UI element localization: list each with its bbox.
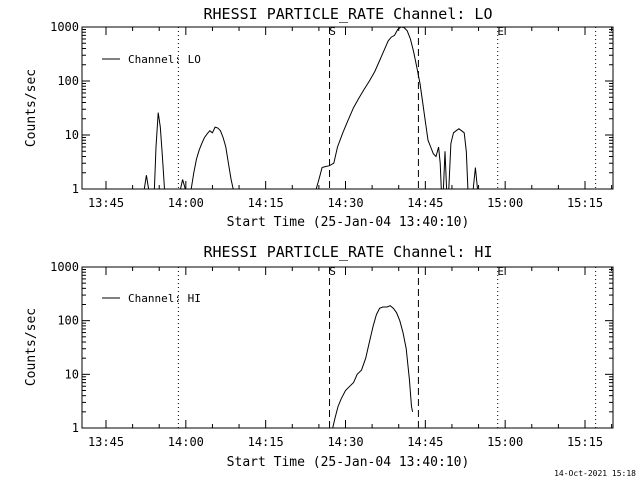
series-line xyxy=(448,128,469,190)
chart-title: RHESSI PARTICLE_RATE Channel: HI xyxy=(204,243,493,261)
x-tick-label: 14:45 xyxy=(407,435,443,449)
series-line xyxy=(143,175,150,190)
marker-label: S xyxy=(329,25,336,38)
legend-label: Channel: HI xyxy=(128,292,201,305)
legend-label: Channel: LO xyxy=(128,53,201,66)
y-tick-label: 10 xyxy=(65,367,79,381)
y-tick-labels: 1 10 100 1000 xyxy=(50,260,79,435)
x-tick-label: 14:00 xyxy=(168,196,204,210)
series-line xyxy=(190,126,234,190)
series-line xyxy=(180,179,186,190)
x-tick-label: 13:45 xyxy=(88,196,124,210)
x-axis-label: Start Time (25-Jan-04 13:40:10) xyxy=(227,455,470,470)
y-tick-label: 1 xyxy=(72,182,79,196)
x-tick-label: 15:15 xyxy=(567,196,603,210)
y-tick-label: 1000 xyxy=(50,20,79,34)
y-axis-label: Counts/sec xyxy=(24,69,39,147)
series-line xyxy=(315,26,442,190)
chart-title: RHESSI PARTICLE_RATE Channel: LO xyxy=(204,5,493,23)
marker-label: S xyxy=(329,265,336,278)
x-tick-label: 14:15 xyxy=(248,435,284,449)
x-tick-label: 13:45 xyxy=(88,435,124,449)
series-line xyxy=(472,167,478,190)
x-tick-label: 15:15 xyxy=(567,435,603,449)
y-tick-labels: 1 10 100 1000 xyxy=(50,20,79,196)
x-tick-label: 14:45 xyxy=(407,196,443,210)
x-tick-label: 15:00 xyxy=(487,435,523,449)
plot-frame xyxy=(81,26,614,190)
x-tick-label: 15:00 xyxy=(487,196,523,210)
y-tick-label: 100 xyxy=(57,74,79,88)
marker-label: E xyxy=(497,265,504,278)
series-line xyxy=(153,112,165,190)
x-tick-label: 14:30 xyxy=(327,435,363,449)
x-tick-labels: 13:45 14:00 14:15 14:30 14:45 15:00 15:15 xyxy=(88,435,603,449)
y-axis-label: Counts/sec xyxy=(24,308,39,386)
series-line xyxy=(332,305,414,429)
series-line xyxy=(442,151,448,190)
y-tick-label: 100 xyxy=(57,314,79,328)
timestamp: 14-Oct-2021 15:18 xyxy=(554,469,636,478)
x-tick-label: 14:15 xyxy=(248,196,284,210)
y-tick-label: 1000 xyxy=(50,260,79,274)
x-tick-labels: 13:45 14:00 14:15 14:30 14:45 15:00 15:15 xyxy=(88,196,603,210)
y-tick-label: 1 xyxy=(72,421,79,435)
x-axis-label: Start Time (25-Jan-04 13:40:10) xyxy=(227,215,470,230)
x-tick-label: 14:00 xyxy=(168,435,204,449)
marker-label: E xyxy=(497,25,504,38)
x-tick-label: 14:30 xyxy=(327,196,363,210)
y-tick-label: 10 xyxy=(65,128,79,142)
plot-frame xyxy=(81,266,614,429)
